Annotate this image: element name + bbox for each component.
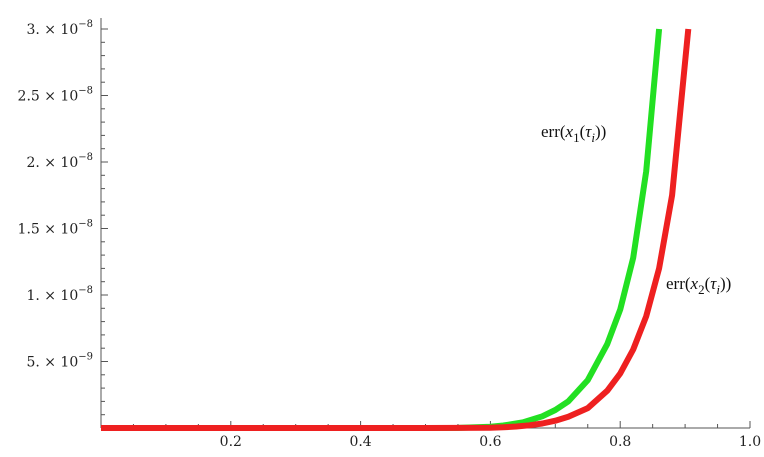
series-layer (101, 28, 692, 431)
labels-layer: err(x1(τi)) err(x2(τi)) (541, 122, 731, 297)
x-tick-label: 0.8 (609, 434, 631, 450)
x-tick-label: 1.0 (739, 434, 761, 450)
x-tick-label: 0.4 (349, 434, 371, 450)
y-tick-label: 2.5 × 10−8 (18, 86, 93, 105)
y-tick-label: 1. × 10−8 (26, 285, 93, 304)
axes: 0.2 0.4 0.6 0.8 1.0 5. × 10−9 1. × 10−8 1.5 × 1… (18, 18, 761, 450)
y-tick-label: 2. × 10−8 (26, 152, 93, 171)
series-line-1 (101, 28, 663, 431)
y-tick-label: 1.5 × 10−8 (18, 219, 93, 238)
series-label-2: err(x2(τi)) (666, 274, 731, 297)
x-tick-label: 0.6 (479, 434, 501, 450)
series-line-2 (101, 28, 692, 431)
x-tick-label: 0.2 (220, 434, 242, 450)
y-tick-label: 3. × 10−8 (26, 19, 93, 38)
y-tick-label: 5. × 10−9 (26, 352, 93, 371)
series-label-1: err(x1(τi)) (541, 122, 606, 145)
